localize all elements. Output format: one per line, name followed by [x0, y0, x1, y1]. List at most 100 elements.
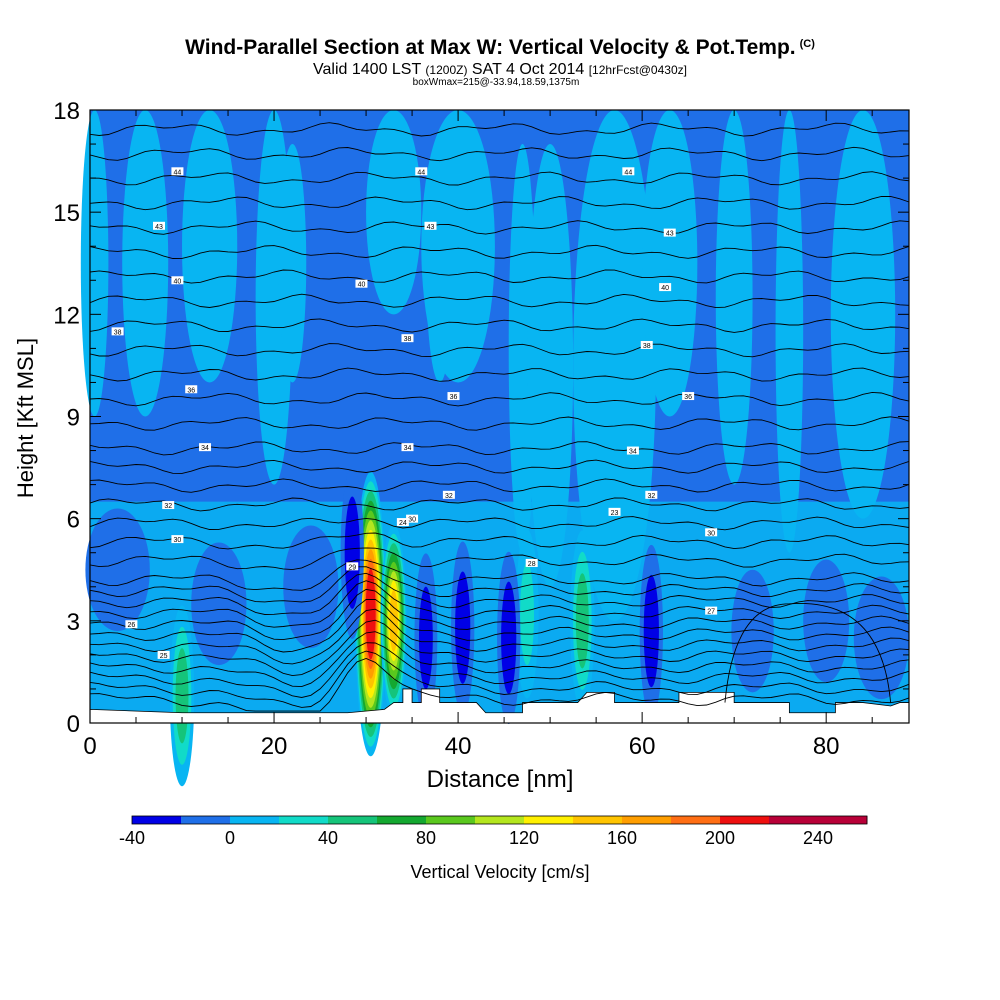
theta-contour: [89, 196, 910, 211]
y-tick-label: 18: [53, 98, 80, 125]
contour-label-bg: [153, 221, 166, 230]
x-tick-label: 40: [445, 733, 472, 760]
contour-label: 32: [645, 490, 658, 500]
colorbar-segment: [279, 816, 329, 824]
contour-label: 36: [682, 392, 695, 401]
utc-time: (1200Z): [425, 63, 468, 77]
downdraft-core: [455, 571, 471, 684]
contour-label-bg: [199, 443, 212, 452]
colorbar-tick-label: 0: [225, 828, 235, 848]
contour-label-text: 44: [417, 169, 425, 176]
colorbar-segment: [328, 816, 378, 824]
updraft-core: [365, 568, 376, 660]
x-axis-label: Distance [nm]: [426, 766, 574, 793]
contour-label-text: 34: [629, 449, 637, 456]
weak-updraft-region: [715, 109, 753, 485]
weak-updraft-region: [775, 110, 804, 553]
contour-label: 36: [447, 392, 460, 401]
contour-label: 25: [157, 650, 170, 660]
contour-label: 29: [346, 562, 359, 571]
colorbar-segment: [818, 816, 868, 824]
theta-contour: [89, 547, 910, 571]
x-tick-label: 60: [629, 733, 656, 760]
contour-label: 30: [406, 514, 419, 524]
contour-label-bg: [645, 490, 658, 499]
contour-label: 34: [626, 446, 639, 456]
contour-label-bg: [171, 535, 184, 544]
colorbar-segment: [426, 816, 476, 824]
contour-label-text: 32: [445, 493, 453, 500]
contour-label-bg: [447, 392, 460, 401]
x-tick-label: 80: [813, 733, 840, 760]
contour-label-text: 36: [450, 394, 458, 401]
y-tick-label: 3: [67, 609, 80, 636]
theta-contour: [89, 598, 910, 653]
theta-contour: [89, 658, 910, 712]
y-tick-label: 15: [53, 200, 80, 227]
contour-label-bg: [640, 340, 653, 349]
contour-label-text: 43: [666, 231, 674, 238]
weak-updraft-region: [830, 110, 896, 519]
contour-label-bg: [682, 392, 695, 401]
contour-label-bg: [415, 167, 428, 176]
contour-label-bg: [626, 446, 639, 455]
contour-label-bg: [185, 385, 198, 394]
colorbar-segment: [230, 816, 280, 824]
colorbar-segment: [720, 816, 770, 824]
contour-label: 24: [396, 518, 409, 527]
contour-label: 44: [622, 167, 635, 176]
theta-contour: [89, 650, 910, 708]
contour-label: 43: [424, 221, 437, 231]
contour-label-text: 34: [201, 445, 209, 452]
valid-date: SAT 4 Oct 2014: [471, 61, 585, 78]
contour-label: 36: [185, 385, 198, 394]
colorbar-segment: [181, 816, 231, 824]
contour-label-bg: [406, 514, 419, 523]
contour-label: 40: [355, 279, 368, 289]
weak-downdraft-region: [731, 569, 774, 693]
contour-label-text: 36: [684, 394, 692, 401]
contour-label: 23: [608, 507, 621, 517]
contour-label-text: 23: [611, 510, 619, 517]
contour-label-text: 44: [624, 169, 632, 176]
colorbar-tick-label: 160: [607, 828, 637, 848]
contour-label-bg: [442, 490, 455, 499]
colorbar-tick-label: 40: [318, 828, 338, 848]
theta-contour: [89, 532, 910, 550]
weak-updraft-region: [642, 110, 698, 417]
theta-contour: [89, 220, 910, 235]
contour-label-bg: [424, 221, 437, 230]
theta-contour: [89, 608, 910, 665]
contour-label-bg: [622, 167, 635, 176]
theta-contour: [89, 497, 910, 512]
contour-label-bg: [355, 279, 368, 288]
theta-contour: [89, 146, 910, 162]
x-tick-label: 20: [261, 733, 288, 760]
theta-contour: [89, 343, 910, 358]
theta-contour: [89, 478, 910, 493]
y-axis-label: Height [Kft MSL]: [13, 337, 38, 499]
theta-contour: [89, 293, 910, 309]
theta-contour: [89, 619, 910, 677]
theta-contour: [89, 588, 910, 641]
contour-label-bg: [162, 501, 175, 510]
colorbar-segment: [622, 816, 672, 824]
copyright-mark: (C): [799, 38, 815, 50]
contour-label: 38: [640, 340, 653, 350]
contour-label-text: 43: [427, 224, 435, 231]
contour-label-bg: [401, 334, 414, 343]
contour-label-text: 38: [114, 329, 122, 336]
x-tick-label: 0: [83, 733, 96, 760]
weak-downdraft-region: [853, 576, 909, 700]
contour-label: 44: [415, 167, 428, 176]
contour-label-text: 40: [174, 278, 182, 285]
colorbar-label: Vertical Velocity [cm/s]: [410, 862, 590, 882]
weak-updraft-region: [122, 110, 169, 417]
contour-label: 38: [401, 334, 414, 343]
contour-label-text: 28: [528, 561, 536, 568]
contour-label-bg: [705, 528, 718, 537]
chart-subtitle: Valid 1400 LST (1200Z) SAT 4 Oct 2014 [1…: [0, 61, 1000, 79]
colorbar-tick-label: 200: [705, 828, 735, 848]
contour-label-bg: [705, 606, 718, 615]
